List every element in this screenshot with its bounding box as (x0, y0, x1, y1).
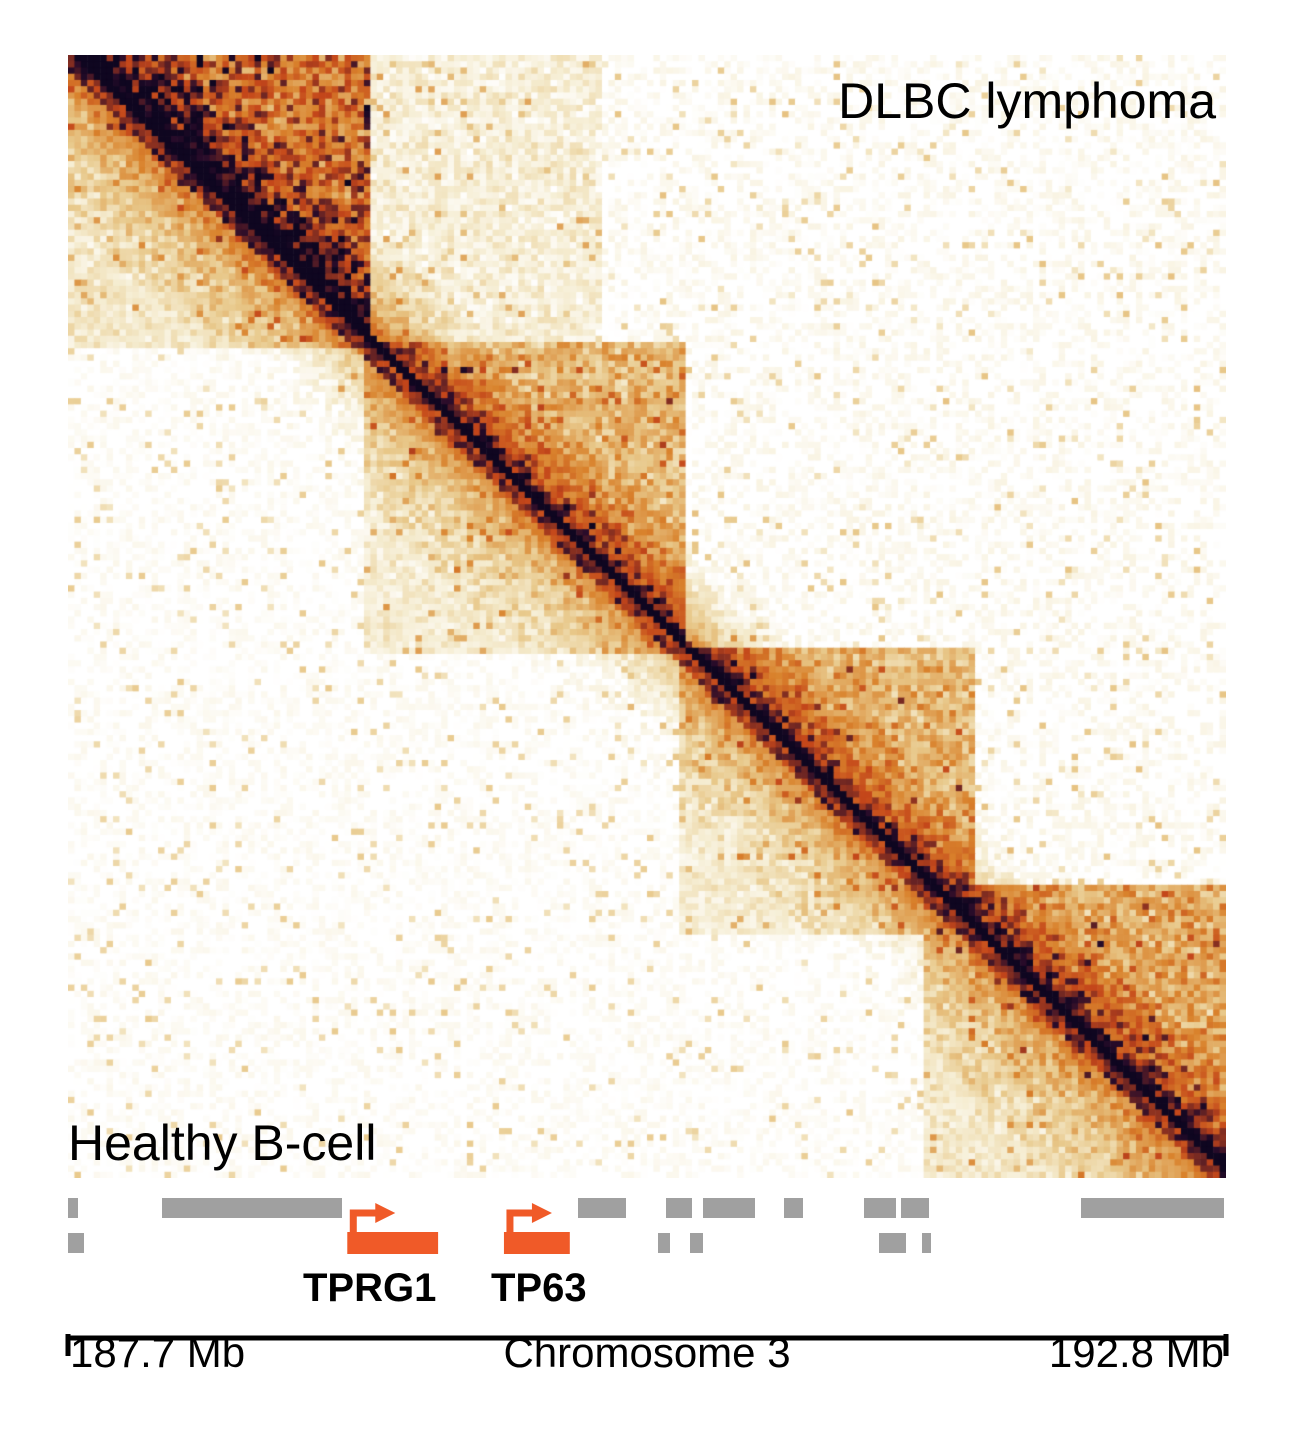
axis-end-label: 192.8 Mb (1048, 1329, 1224, 1376)
gene-block (864, 1198, 896, 1218)
gene-block (703, 1198, 755, 1218)
gene-label-tp63: TP63 (491, 1266, 587, 1310)
axis-start-label: 187.7 Mb (70, 1329, 246, 1376)
gene-block (666, 1198, 692, 1218)
highlighted-genes (347, 1203, 570, 1254)
gene-label-tprg1: TPRG1 (303, 1266, 437, 1310)
gene-block (901, 1198, 929, 1218)
gene-block (578, 1198, 626, 1218)
gene-block (690, 1233, 703, 1253)
gene-block (879, 1233, 906, 1253)
other-genes-track (68, 1198, 1224, 1253)
gene-tprg1 (347, 1203, 439, 1254)
gene-block (784, 1198, 803, 1218)
dlbc-lymphoma-label: DLBC lymphoma (838, 73, 1216, 129)
gene-block (68, 1233, 84, 1253)
healthy-bcell-label: Healthy B-cell (68, 1115, 377, 1171)
gene-block (658, 1233, 670, 1253)
hic-heatmap (68, 55, 1226, 1178)
gene-block (68, 1198, 78, 1218)
gene-block (162, 1198, 342, 1218)
axis-title: Chromosome 3 (503, 1329, 791, 1376)
gene-tp63 (503, 1203, 570, 1254)
gene-block (1081, 1198, 1224, 1218)
gene-block (922, 1233, 931, 1253)
